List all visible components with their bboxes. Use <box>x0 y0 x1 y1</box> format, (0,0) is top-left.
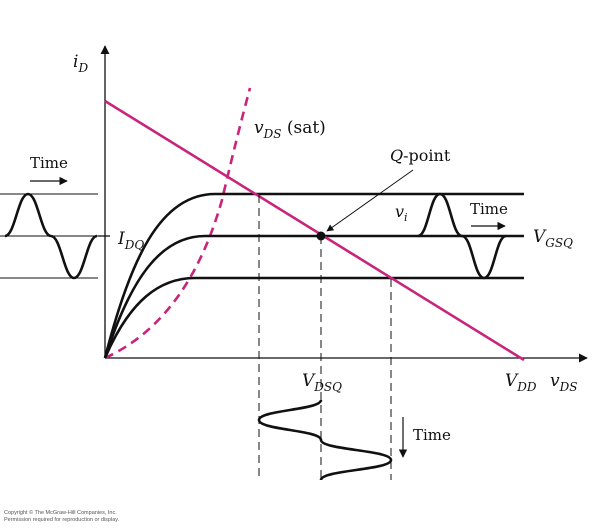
time-label-left: Time <box>30 154 68 172</box>
characteristic-curve-top <box>103 192 524 359</box>
characteristic-curve-middle <box>103 234 524 359</box>
vi-label: vi <box>395 202 408 224</box>
characteristic-curve-bottom <box>103 276 524 359</box>
output-current-waveform <box>4 192 98 280</box>
y-axis-label: iD <box>73 52 88 75</box>
q-point-label: Q-point <box>390 146 451 165</box>
q-point-marker <box>316 231 326 241</box>
vdsq-label: VDSQ <box>302 371 342 394</box>
vgsq-label: VGSQ <box>533 227 573 250</box>
q-point-pointer <box>326 169 414 232</box>
time-label-right: Time <box>470 200 508 218</box>
vds-sat-label: vDS (sat) <box>254 118 326 141</box>
copyright-line-1: Copyright © The McGraw-Hill Companies, I… <box>4 510 117 516</box>
input-signal-vi <box>417 192 507 280</box>
copyright-notice: Copyright © The McGraw-Hill Companies, I… <box>4 510 119 523</box>
time-label-bottom: Time <box>413 426 451 444</box>
vdd-label: VDD <box>505 371 537 394</box>
vds-sat-curve <box>104 87 252 360</box>
load-line <box>104 99 525 362</box>
copyright-line-2: Permission required for reproduction or … <box>4 516 120 523</box>
idq-label: IDQ <box>117 229 144 252</box>
output-voltage-waveform <box>257 399 393 481</box>
x-axis-label: vDS <box>550 371 577 394</box>
